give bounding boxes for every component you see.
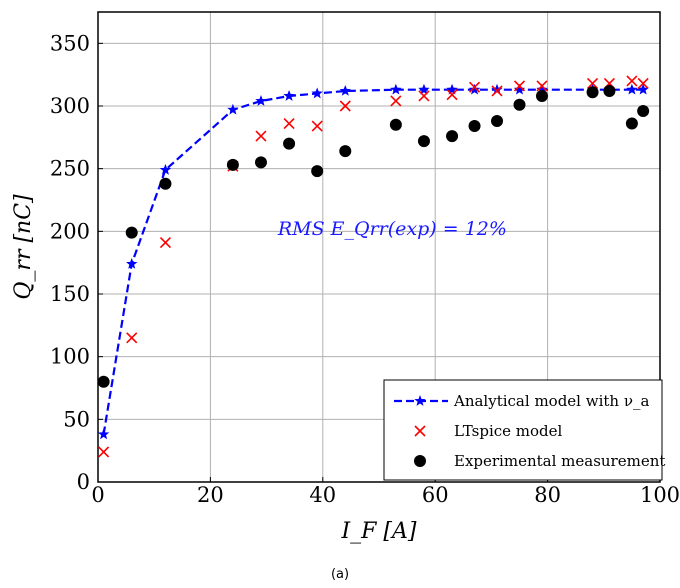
experimental-point xyxy=(468,120,481,133)
ltspice-model-point xyxy=(626,75,638,87)
analytical-model-point xyxy=(159,163,172,175)
legend-label: LTspice model xyxy=(454,422,563,440)
x-tick-label: 80 xyxy=(534,483,561,507)
legend-label: Analytical model with ν_a xyxy=(453,392,649,410)
analytical-model-point xyxy=(311,87,323,99)
experimental-point xyxy=(97,375,110,388)
experimental-point xyxy=(535,89,548,102)
analytical-model-point xyxy=(390,83,402,95)
ltspice-model-point xyxy=(418,90,430,102)
ltspice-model-point xyxy=(255,130,267,142)
y-axis-label: Q_rr [nC] xyxy=(11,194,36,300)
analytical-model-point xyxy=(418,83,430,95)
y-tick-label: 300 xyxy=(50,94,90,118)
ltspice-model-point xyxy=(283,117,295,130)
y-tick-label: 50 xyxy=(63,407,90,431)
experimental-point xyxy=(389,118,402,131)
analytical-model-point xyxy=(491,83,503,95)
data-series xyxy=(97,75,650,458)
legend-box xyxy=(383,379,663,481)
experimental-point xyxy=(339,145,352,158)
ltspice-model-point xyxy=(491,85,503,97)
analytical-model-point xyxy=(513,83,526,95)
ltspice-model-point xyxy=(98,446,110,458)
y-tick-label: 100 xyxy=(50,345,90,369)
x-tick-label: 0 xyxy=(91,483,104,507)
analytical-model-point xyxy=(468,83,481,95)
ltspice-model-point xyxy=(637,77,649,90)
ltspice-model-point xyxy=(311,120,323,132)
plot-area-frame xyxy=(97,11,661,483)
ltspice-model-point xyxy=(468,81,481,93)
analytical-model-point xyxy=(97,428,110,440)
experimental-point xyxy=(625,117,638,130)
analytical-model-point xyxy=(283,89,295,101)
experimental-point xyxy=(159,177,172,190)
analytical-model-point xyxy=(637,83,649,95)
experimental-point xyxy=(226,158,239,171)
analytical-model-point xyxy=(446,83,458,95)
analytical-model-point xyxy=(536,83,548,95)
x-tick-label: 100 xyxy=(640,483,680,507)
analytical-model-point xyxy=(126,257,138,269)
analytical-model-point xyxy=(339,84,351,96)
legend-x-marker xyxy=(414,425,426,437)
axis-ticks: 0 20 40 60 80 100 0 50 100 150 200 250 300 350 xyxy=(50,31,680,507)
ltspice-model-point xyxy=(586,77,599,90)
ltspice-model-point xyxy=(159,237,172,249)
analytical-model-point xyxy=(227,103,239,115)
legend: Analytical model with ν_a LTspice model Ex… xyxy=(383,379,665,481)
legend-star-marker xyxy=(414,395,426,406)
y-tick-label: 0 xyxy=(77,470,90,494)
experimental-point xyxy=(637,105,650,118)
analytical-model-point xyxy=(626,83,638,95)
ltspice-model-point xyxy=(126,332,138,344)
experimental-point xyxy=(513,98,526,111)
y-tick-label: 200 xyxy=(50,219,90,243)
experimental-point xyxy=(125,226,138,239)
experimental-point xyxy=(491,115,504,128)
experimental-point xyxy=(254,156,267,169)
legend-label: Experimental measurement xyxy=(454,452,665,470)
y-tick-label: 150 xyxy=(50,282,90,306)
ltspice-model-point xyxy=(446,89,458,101)
ltspice-model-point xyxy=(339,100,351,112)
x-axis-label: I_F [A] xyxy=(340,519,416,544)
experimental-point xyxy=(586,86,599,99)
experimental-point xyxy=(311,165,324,178)
x-tick-label: 60 xyxy=(422,483,449,507)
rmse-annotation: RMS E_Qrr(exp) = 12% xyxy=(277,218,507,240)
ltspice-model-point xyxy=(536,80,548,92)
ltspice-model-point xyxy=(390,95,402,107)
y-tick-label: 250 xyxy=(50,157,90,181)
analytical-model-point xyxy=(255,94,267,106)
y-tick-label: 350 xyxy=(50,31,90,55)
figure-caption: (a) xyxy=(331,567,349,582)
experimental-point xyxy=(283,137,296,150)
legend-dot-marker xyxy=(414,455,426,467)
x-tick-label: 40 xyxy=(309,483,336,507)
experimental-point xyxy=(417,135,430,148)
experimental-point xyxy=(446,130,459,143)
experimental-point xyxy=(603,84,616,97)
ltspice-model-point xyxy=(513,80,526,92)
x-tick-label: 20 xyxy=(197,483,224,507)
